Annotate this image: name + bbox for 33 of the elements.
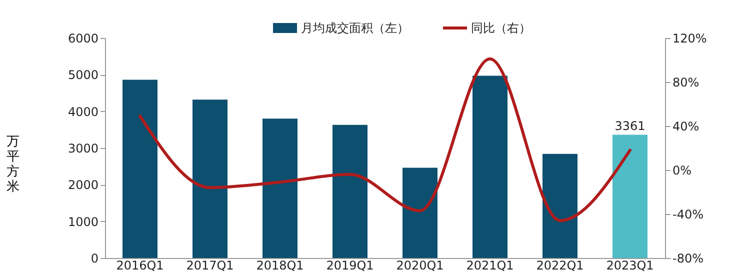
y-tick-label: 2000 (68, 178, 98, 192)
data-label: 3361 (614, 118, 646, 133)
bar (192, 100, 228, 258)
x-tick-label: 2017Q1 (186, 258, 234, 272)
bar (402, 168, 438, 258)
y2-tick-label: 120% (672, 32, 707, 46)
x-tick-label: 2023Q1 (606, 258, 654, 272)
x-tick-label: 2016Q1 (116, 258, 164, 272)
legend-label: 同比（右） (471, 21, 531, 35)
x-tick-label: 2019Q1 (326, 258, 374, 272)
bar (122, 80, 158, 258)
bar (262, 118, 298, 258)
bar (332, 124, 368, 258)
x-tick-label: 2020Q1 (396, 258, 444, 272)
y2-tick-label: -80% (672, 252, 704, 266)
y-tick-label: 3000 (68, 142, 98, 156)
y2-tick-label: -40% (672, 208, 704, 222)
y-tick-label: 0 (90, 252, 98, 266)
x-tick-label: 2021Q1 (466, 258, 514, 272)
x-tick-label: 2018Q1 (256, 258, 304, 272)
y-tick-label: 1000 (68, 214, 98, 229)
y-tick-label: 5000 (68, 68, 98, 82)
y-tick-label: 6000 (68, 32, 98, 46)
y-axis-title: 万平方米 (6, 134, 20, 194)
bar (472, 76, 508, 258)
y2-tick-label: 0% (672, 164, 692, 178)
bar (542, 154, 578, 258)
y-tick-label: 4000 (68, 104, 98, 119)
x-tick-label: 2022Q1 (536, 258, 584, 272)
y2-tick-label: 40% (672, 120, 700, 134)
legend-label: 月均成交面积（左） (301, 21, 409, 35)
y2-tick-label: 80% (672, 76, 700, 90)
bar (612, 134, 648, 258)
